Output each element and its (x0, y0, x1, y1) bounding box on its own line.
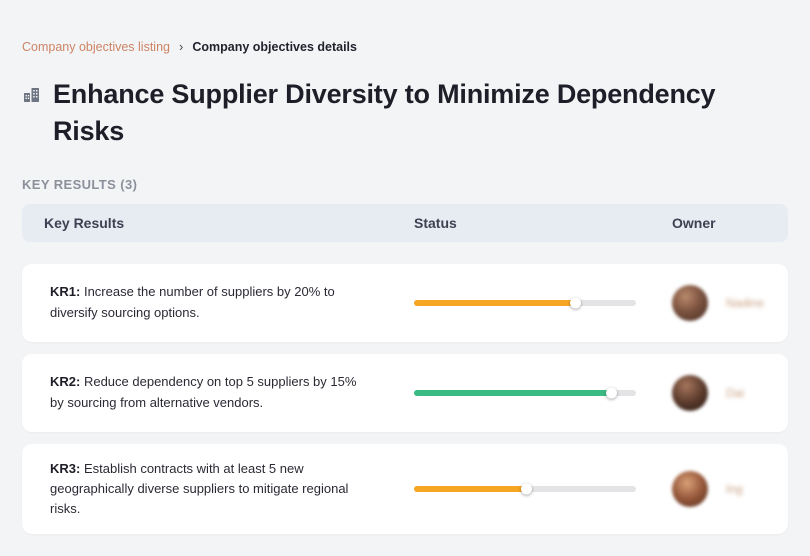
owner-name: Nadine (726, 295, 765, 310)
kr1-owner-cell: Nadine (672, 284, 788, 321)
kr3-progress-knob (521, 483, 533, 495)
kr1-progress-knob (570, 297, 582, 308)
table-row-kr2[interactable]: KR2: Reduce dependency on top 5 supplier… (22, 353, 788, 432)
table-row-kr1[interactable]: KR1: Increase the number of suppliers by… (22, 263, 788, 342)
title-row: Enhance Supplier Diversity to Minimize D… (22, 76, 788, 151)
kr2-progress-knob (605, 387, 617, 398)
kr3-progress-fill (414, 483, 533, 495)
breadcrumb-current-details: Company objectives details (192, 40, 357, 54)
key-results-section-label: KEY RESULTS (3) (22, 176, 138, 192)
kr1-label: KR1: (50, 284, 81, 300)
column-header-key-results: Key Results (44, 214, 125, 231)
key-results-list: KR1: Increase the number of suppliers by… (22, 263, 788, 534)
building-icon (22, 85, 41, 109)
kr3-text: Establish contracts with at least 5 new … (50, 460, 349, 516)
kr1-progress-bar (414, 297, 636, 308)
kr2-status-cell (414, 387, 672, 398)
owner-name: Dai (726, 385, 745, 400)
table-row-kr3[interactable]: KR3: Establish contracts with at least 5… (22, 443, 788, 534)
page: Company objectives listing › Company obj… (22, 39, 788, 534)
kr2-description: KR2: Reduce dependency on top 5 supplier… (50, 372, 368, 412)
kr3-status-cell (414, 483, 672, 495)
kr3-owner-cell: Ing (672, 470, 788, 507)
kr2-owner-cell: Dai (672, 374, 788, 411)
kr1-description: KR1: Increase the number of suppliers by… (50, 282, 368, 322)
kr2-progress-bar (414, 387, 636, 398)
kr3-description: KR3: Establish contracts with at least 5… (50, 459, 368, 519)
avatar (672, 374, 708, 411)
breadcrumb-separator-icon: › (179, 39, 184, 54)
kr2-progress-fill (414, 387, 617, 398)
kr1-text: Increase the number of suppliers by 20% … (50, 284, 335, 320)
kr1-progress-fill (414, 297, 582, 308)
kr2-label: KR2: (50, 374, 81, 390)
kr3-label: KR3: (50, 460, 81, 476)
kr3-progress-bar (414, 483, 636, 495)
column-header-owner: Owner (672, 214, 716, 231)
table-header: Key Results Status Owner (22, 203, 788, 242)
avatar (672, 284, 708, 321)
breadcrumb: Company objectives listing › Company obj… (22, 39, 788, 54)
page-title: Enhance Supplier Diversity to Minimize D… (53, 79, 716, 147)
kr2-text: Reduce dependency on top 5 suppliers by … (50, 374, 357, 410)
kr1-status-cell (414, 297, 672, 308)
breadcrumb-link-listing[interactable]: Company objectives listing (22, 40, 170, 54)
column-header-status: Status (414, 214, 457, 231)
owner-name: Ing (726, 481, 743, 496)
avatar (672, 470, 708, 507)
